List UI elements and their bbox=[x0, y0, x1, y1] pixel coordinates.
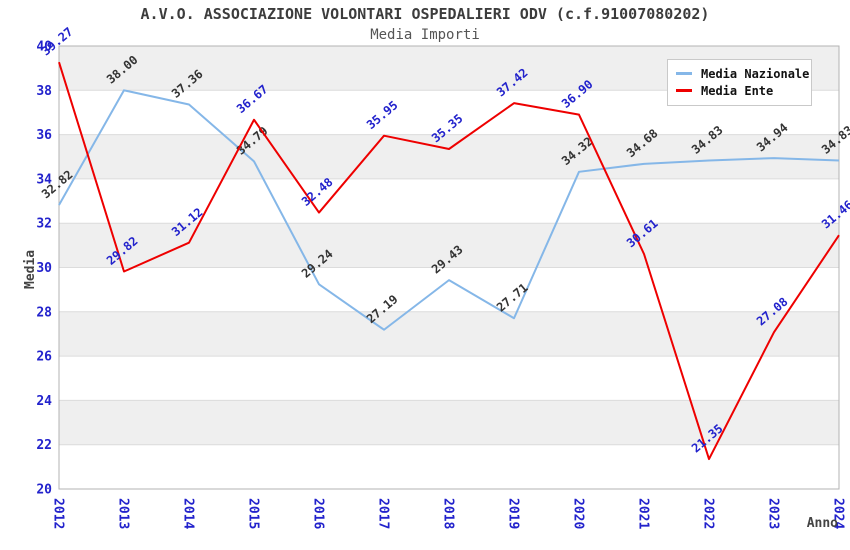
x-tick-label: 2022 bbox=[701, 498, 716, 529]
x-tick-label: 2017 bbox=[376, 498, 391, 529]
y-tick-label: 32 bbox=[36, 217, 52, 232]
x-tick-label: 2012 bbox=[51, 498, 66, 529]
y-tick-label: 40 bbox=[36, 40, 52, 55]
background-band bbox=[59, 311, 839, 357]
y-tick-label: 24 bbox=[36, 394, 52, 409]
y-tick-label: 34 bbox=[36, 172, 52, 187]
x-tick-label: 2014 bbox=[181, 498, 196, 529]
legend-item-media-ente: Media Ente bbox=[676, 82, 803, 99]
y-tick-label: 30 bbox=[36, 261, 52, 276]
x-tick-label: 2018 bbox=[441, 498, 456, 529]
x-tick-label: 2015 bbox=[246, 498, 261, 529]
legend-box: Media Nazionale Media Ente bbox=[667, 59, 812, 106]
series-line-media-ente bbox=[58, 61, 840, 461]
chart-subtitle: Media Importi bbox=[370, 27, 480, 43]
x-tick-label: 2019 bbox=[506, 498, 521, 529]
legend-line-swatch-nazionale bbox=[676, 72, 692, 75]
y-tick-label: 26 bbox=[36, 350, 52, 365]
legend-label-nazionale: Media Nazionale bbox=[701, 66, 810, 81]
x-tick-label: 2021 bbox=[636, 498, 651, 529]
y-axis-title: Media bbox=[23, 250, 38, 289]
chart-title: A.V.O. ASSOCIAZIONE VOLONTARI OSPEDALIER… bbox=[140, 5, 710, 23]
x-tick-label: 2016 bbox=[311, 498, 326, 529]
legend-item-media-nazionale: Media Nazionale bbox=[676, 65, 809, 82]
background-band bbox=[59, 400, 839, 445]
y-tick-label: 22 bbox=[36, 438, 52, 453]
y-tick-label: 20 bbox=[36, 483, 52, 498]
plot-frame bbox=[58, 45, 840, 490]
series-line-media-nazionale bbox=[58, 89, 840, 331]
data-label-media-nazionale: 27.71 bbox=[494, 281, 531, 315]
legend-line-swatch-ente bbox=[676, 89, 692, 92]
x-tick-label: 2020 bbox=[571, 498, 586, 529]
x-tick-label: 2024 bbox=[831, 498, 846, 529]
y-tick-label: 28 bbox=[36, 305, 52, 320]
background-band bbox=[59, 223, 839, 268]
data-label-media-ente: 35.95 bbox=[364, 98, 401, 132]
x-tick-label: 2023 bbox=[766, 498, 781, 529]
background-band bbox=[59, 134, 839, 179]
x-tick-label: 2013 bbox=[116, 498, 131, 529]
y-tick-label: 38 bbox=[36, 84, 52, 99]
y-tick-label: 36 bbox=[36, 128, 52, 143]
legend-label-ente: Media Ente bbox=[701, 83, 774, 98]
x-axis-title: Anno bbox=[807, 516, 838, 531]
